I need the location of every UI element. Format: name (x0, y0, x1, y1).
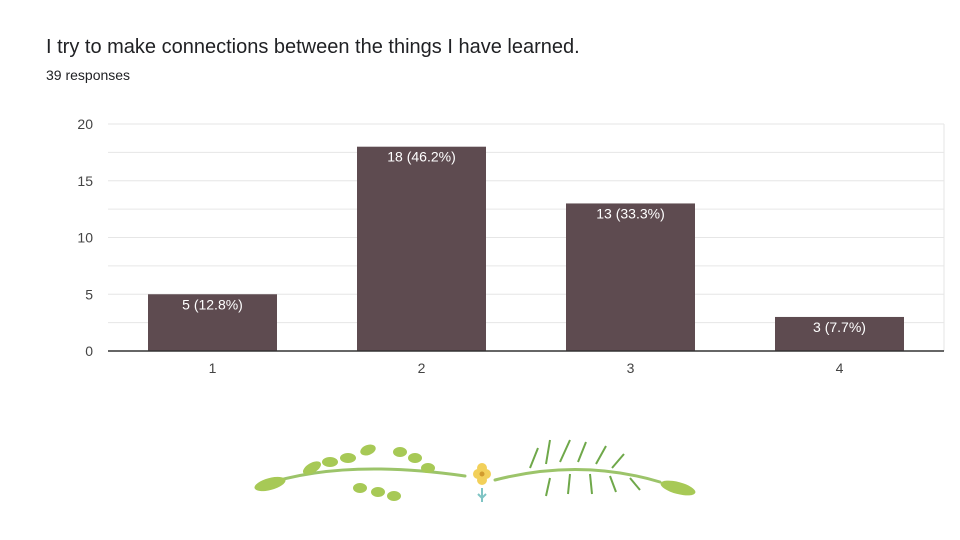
y-tick-label: 20 (77, 116, 93, 132)
bar (566, 203, 695, 351)
y-tick-label: 10 (77, 230, 93, 246)
x-tick-label: 2 (418, 360, 426, 376)
x-tick-label: 4 (836, 360, 844, 376)
data-label: 3 (7.7%) (813, 319, 866, 335)
response-count: 39 responses (46, 67, 131, 83)
bar (148, 294, 277, 351)
leaf-ornament (254, 439, 696, 502)
question-title: I try to make connections between the th… (46, 36, 580, 58)
y-tick-label: 5 (85, 286, 93, 302)
data-label: 18 (46.2%) (387, 149, 455, 165)
bar (775, 316, 904, 351)
y-tick-label: 15 (77, 173, 93, 189)
x-tick-label: 1 (209, 360, 217, 376)
y-tick-label: 0 (85, 343, 93, 359)
bar-chart: 0 5 10 15 20 5 (12.8%) 1 18 (46.2%) 2 13 (33.3%) 3… (77, 116, 945, 376)
x-tick-label: 3 (627, 360, 635, 376)
data-label: 13 (33.3%) (596, 205, 664, 221)
flower-icon (473, 463, 491, 502)
data-label: 5 (12.8%) (182, 296, 243, 312)
bar (357, 146, 486, 351)
